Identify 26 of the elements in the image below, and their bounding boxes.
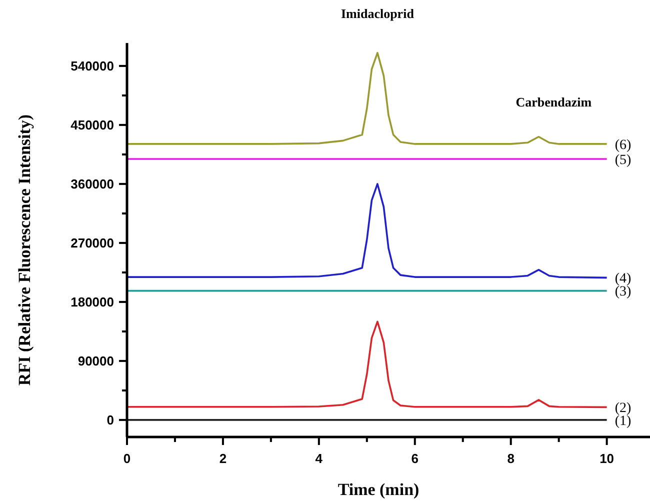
line-series xyxy=(126,52,608,145)
annotation: (4) xyxy=(614,272,632,287)
line-series xyxy=(126,320,608,408)
y-tick-label: 540000 xyxy=(70,58,114,74)
y-tick-label: 0 xyxy=(106,412,114,428)
annotation: (1) xyxy=(614,414,632,429)
y-tick-label: 270000 xyxy=(70,236,114,250)
annotation: Carbendazim xyxy=(516,94,592,110)
annotation: (2) xyxy=(614,401,632,416)
annotation: (5) xyxy=(614,152,632,168)
y-tick-label: 450000 xyxy=(70,117,114,132)
x-tick-label: 4 xyxy=(315,451,324,466)
annotation: (6) xyxy=(614,138,632,153)
x-tick-label: 2 xyxy=(219,451,227,466)
annotation: (3) xyxy=(614,284,632,300)
line-series xyxy=(126,183,608,279)
x-tick-label: 8 xyxy=(507,451,514,466)
y-tick-label: 90000 xyxy=(78,354,114,369)
y-tick-label: 180000 xyxy=(70,294,114,310)
y-tick-label: 360000 xyxy=(70,176,114,192)
y-axis-title: RFI (Relative Fluorescence Intensity) xyxy=(15,114,34,386)
x-tick-label: 10 xyxy=(600,451,614,466)
x-tick-label: 0 xyxy=(123,451,131,466)
annotation: Imidacloprid xyxy=(340,6,415,21)
x-tick-label: 6 xyxy=(411,451,419,466)
x-axis-title: Time (min) xyxy=(338,480,420,499)
